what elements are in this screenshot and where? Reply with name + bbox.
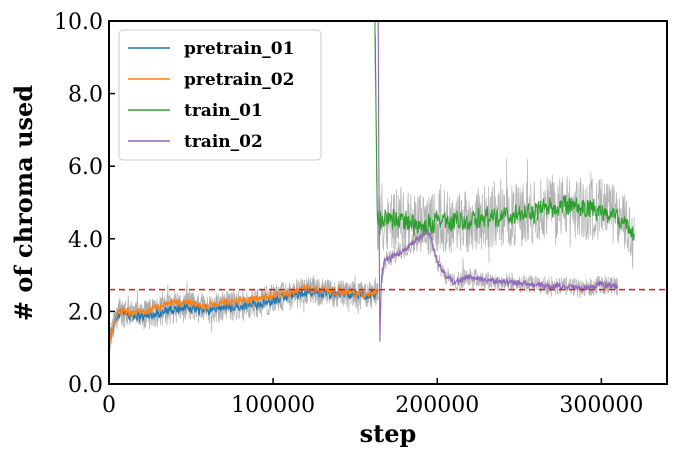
series-line-train_01 xyxy=(374,21,635,241)
x-tick-label: 200000 xyxy=(395,393,479,418)
raw-trace-pretrain_01 xyxy=(109,275,379,348)
series-layer xyxy=(109,21,635,343)
x-axis-title: step xyxy=(360,419,417,448)
y-tick-label: 8.0 xyxy=(68,83,103,108)
y-tick-label: 2.0 xyxy=(68,300,103,325)
x-tick-label: 300000 xyxy=(559,393,643,418)
y-tick-label: 10.0 xyxy=(54,10,103,35)
legend-label-pretrain_01: pretrain_01 xyxy=(184,39,294,59)
legend-frame xyxy=(118,29,322,161)
series-line-pretrain_02 xyxy=(109,283,379,343)
y-tick-label: 6.0 xyxy=(68,155,103,180)
plot-frame xyxy=(108,20,668,385)
raw-trace-train_01 xyxy=(374,34,635,269)
axis-ticks: 0 100000 200000 300000 0.0 2.0 4.0 6.0 8.0 10.0 xyxy=(54,10,643,418)
raw-trace-train_02 xyxy=(377,21,619,334)
legend-label-pretrain_02: pretrain_02 xyxy=(184,70,294,90)
legend-label-train_01: train_01 xyxy=(184,101,263,121)
x-tick-label: 100000 xyxy=(231,393,315,418)
y-tick-label: 4.0 xyxy=(68,228,103,253)
legend-label-train_02: train_02 xyxy=(184,132,263,152)
raw-trace-layer xyxy=(109,21,635,351)
x-tick-label: 0 xyxy=(102,393,116,418)
raw-trace-pretrain_02 xyxy=(109,275,379,351)
legend: pretrain_01 pretrain_02 train_01 train_02 xyxy=(118,29,322,161)
y-axis-title: # of chroma used xyxy=(9,85,38,321)
y-tick-label: 0.0 xyxy=(68,373,103,398)
series-line-train_02 xyxy=(377,21,619,342)
